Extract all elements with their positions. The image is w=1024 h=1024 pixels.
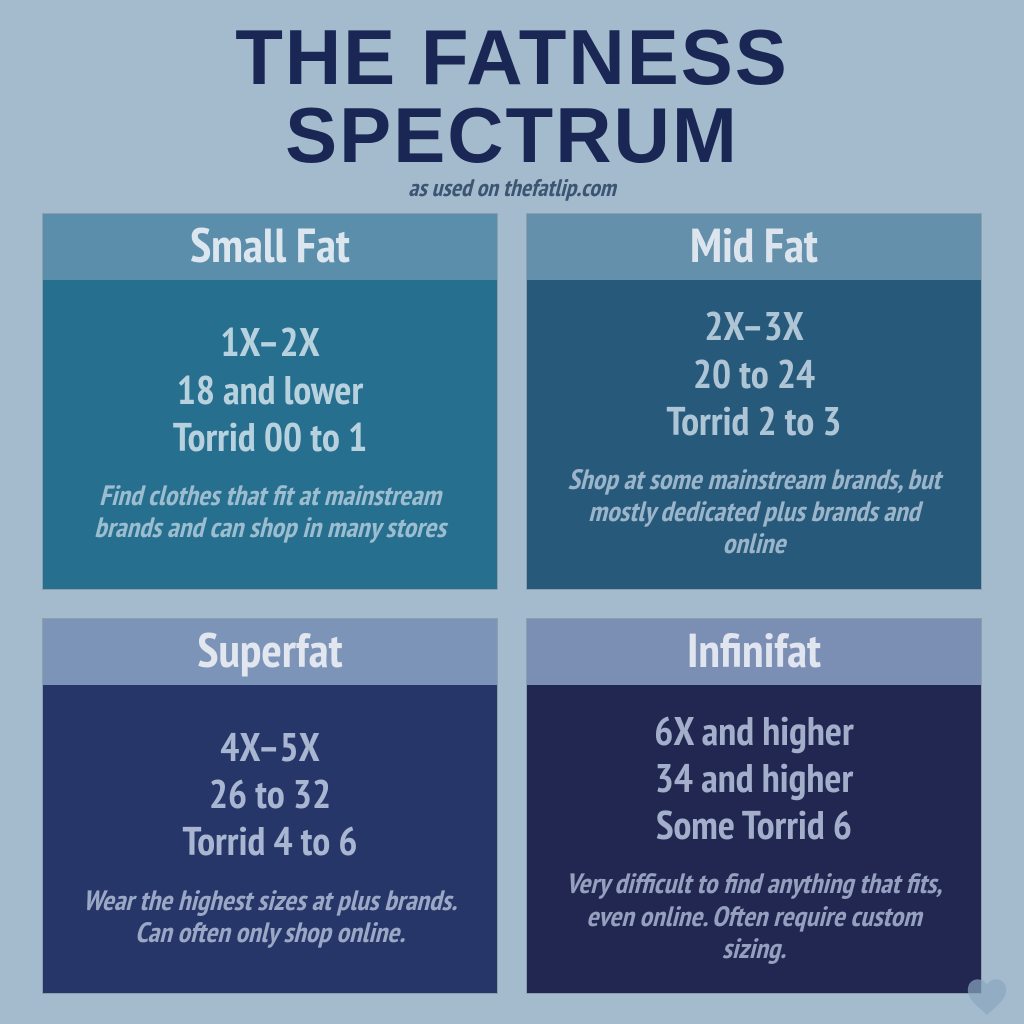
card-description: Very difficult to find anything that fit… bbox=[555, 867, 953, 964]
size-range-torrid: Torrid 4 to 6 bbox=[182, 818, 357, 865]
page-subtitle: as used on thefatlip.com bbox=[408, 172, 615, 203]
sizes-block: 4X–5X 26 to 32 Torrid 4 to 6 bbox=[182, 724, 357, 866]
card-title: Superfat bbox=[43, 619, 497, 685]
card-body: 2X–3X 20 to 24 Torrid 2 to 3 Shop at som… bbox=[527, 280, 981, 588]
size-range-x: 1X–2X bbox=[173, 319, 367, 366]
card-infinifat: Infinifat 6X and higher 34 and higher So… bbox=[526, 618, 982, 995]
card-body: 4X–5X 26 to 32 Torrid 4 to 6 Wear the hi… bbox=[43, 685, 497, 993]
card-description: Shop at some mainstream brands, but most… bbox=[555, 463, 953, 560]
sizes-block: 2X–3X 20 to 24 Torrid 2 to 3 bbox=[666, 303, 841, 445]
size-range-torrid: Torrid 2 to 3 bbox=[666, 398, 841, 445]
heart-icon bbox=[964, 976, 1010, 1016]
card-description: Find clothes that fit at mainstream bran… bbox=[71, 479, 469, 543]
card-title: Infinifat bbox=[527, 619, 981, 685]
card-superfat: Superfat 4X–5X 26 to 32 Torrid 4 to 6 We… bbox=[42, 618, 498, 995]
infographic: THE FATNESS SPECTRUM as used on thefatli… bbox=[0, 0, 1024, 1024]
size-range-numeric: 34 and higher bbox=[654, 755, 853, 802]
cards-grid: Small Fat 1X–2X 18 and lower Torrid 00 t… bbox=[42, 213, 982, 994]
size-range-numeric: 26 to 32 bbox=[182, 771, 357, 818]
card-small-fat: Small Fat 1X–2X 18 and lower Torrid 00 t… bbox=[42, 213, 498, 590]
card-title: Mid Fat bbox=[527, 214, 981, 280]
size-range-numeric: 20 to 24 bbox=[666, 351, 841, 398]
size-range-x: 4X–5X bbox=[182, 724, 357, 771]
size-range-x: 6X and higher bbox=[654, 708, 853, 755]
card-title: Small Fat bbox=[43, 214, 497, 280]
size-range-x: 2X–3X bbox=[666, 303, 841, 350]
size-range-numeric: 18 and lower bbox=[173, 367, 367, 414]
card-mid-fat: Mid Fat 2X–3X 20 to 24 Torrid 2 to 3 Sho… bbox=[526, 213, 982, 590]
size-range-torrid: Some Torrid 6 bbox=[654, 802, 853, 849]
card-body: 6X and higher 34 and higher Some Torrid … bbox=[527, 685, 981, 993]
size-range-torrid: Torrid 00 to 1 bbox=[173, 414, 367, 461]
card-body: 1X–2X 18 and lower Torrid 00 to 1 Find c… bbox=[43, 280, 497, 588]
page-title: THE FATNESS SPECTRUM bbox=[42, 18, 982, 174]
card-description: Wear the highest sizes at plus brands. C… bbox=[71, 884, 469, 948]
sizes-block: 6X and higher 34 and higher Some Torrid … bbox=[654, 708, 853, 850]
sizes-block: 1X–2X 18 and lower Torrid 00 to 1 bbox=[173, 319, 367, 461]
